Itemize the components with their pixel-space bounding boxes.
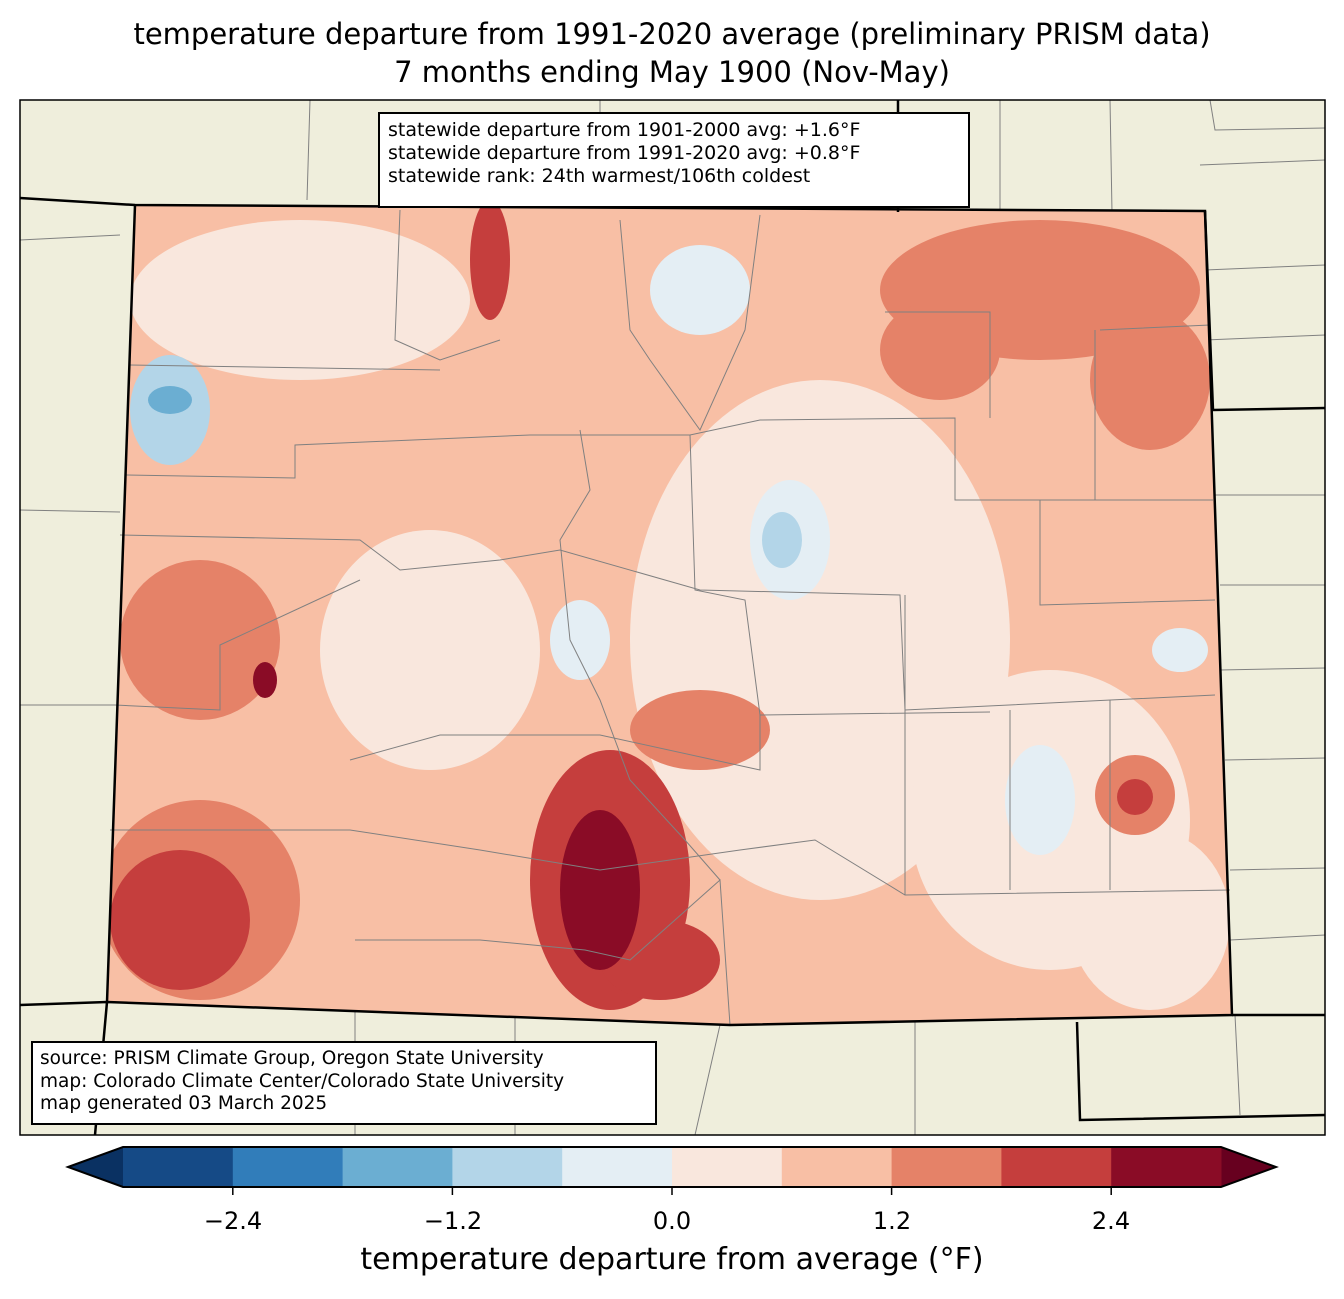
statewide-stats-box: statewide departure from 1901-2000 avg: …	[378, 112, 970, 208]
stat-departure-1901-2000: statewide departure from 1901-2000 avg: …	[388, 119, 861, 141]
colorbar	[65, 1146, 1279, 1195]
contour-warm-ne	[1090, 310, 1210, 450]
colorbar-bin	[1001, 1147, 1112, 1187]
contour-very-warm	[1117, 779, 1153, 815]
colorbar-bin	[562, 1147, 673, 1187]
colorbar-under-arrow	[68, 1147, 123, 1187]
colorbar-bin	[891, 1147, 1002, 1187]
colorbar-tick-label: −1.2	[423, 1207, 483, 1235]
contour-very-warm-north	[470, 205, 510, 320]
stat-rank: statewide rank: 24th warmest/106th colde…	[388, 165, 811, 187]
contour-near-average	[1070, 830, 1230, 1010]
credit-generated: map generated 03 March 2025	[40, 1093, 328, 1114]
contour-warm	[630, 690, 770, 770]
credit-source: source: PRISM Climate Group, Oregon Stat…	[40, 1048, 544, 1069]
colorbar-outline	[65, 1146, 1279, 1188]
colorbar-label: temperature departure from average (°F)	[360, 1242, 984, 1277]
contour-slightly-cool	[550, 600, 610, 680]
map-subtitle: 7 months ending May 1900 (Nov-May)	[394, 55, 950, 89]
contour-slightly-cool	[650, 245, 750, 335]
contour-near-average-nw	[130, 220, 470, 380]
map-title: temperature departure from 1991-2020 ave…	[133, 17, 1211, 51]
contour-cooler-nw	[148, 386, 192, 414]
contour-very-warm-sw	[110, 850, 250, 990]
contour-slightly-cool	[1152, 628, 1208, 672]
colorbar-tick-label: 2.4	[1091, 1207, 1131, 1235]
colorbar-bin	[452, 1147, 563, 1187]
colorbar-tick-label: −2.4	[203, 1207, 263, 1235]
contour-slightly-cool	[1005, 745, 1075, 855]
contour-cool	[762, 512, 802, 568]
colorbar-tick-label: 0.0	[652, 1207, 692, 1235]
credits-box: source: PRISM Climate Group, Oregon Stat…	[31, 1041, 657, 1125]
contour-warm-west	[120, 560, 280, 720]
contour-warm	[880, 300, 1000, 400]
colorbar-tick-label: 1.2	[872, 1207, 912, 1235]
contour-extreme-warm	[560, 810, 640, 970]
colorbar-bin	[1111, 1147, 1222, 1187]
colorbar-bin	[781, 1147, 893, 1187]
credit-map: map: Colorado Climate Center/Colorado St…	[40, 1070, 565, 1092]
contour-near-average-central	[320, 530, 540, 770]
colorbar-bin	[123, 1147, 234, 1187]
map-frame	[19, 99, 1326, 1136]
county-lines	[110, 209, 1231, 1026]
contour-near-average-east	[630, 380, 1010, 900]
colorbar-bin	[232, 1147, 344, 1187]
colorbar-over-arrow	[1221, 1147, 1276, 1187]
stat-departure-1991-2020: statewide departure from 1991-2020 avg: …	[388, 142, 861, 164]
colorbar-bin	[672, 1147, 783, 1187]
colorbar-bin	[342, 1147, 453, 1187]
contour-extreme-warm	[253, 662, 277, 698]
